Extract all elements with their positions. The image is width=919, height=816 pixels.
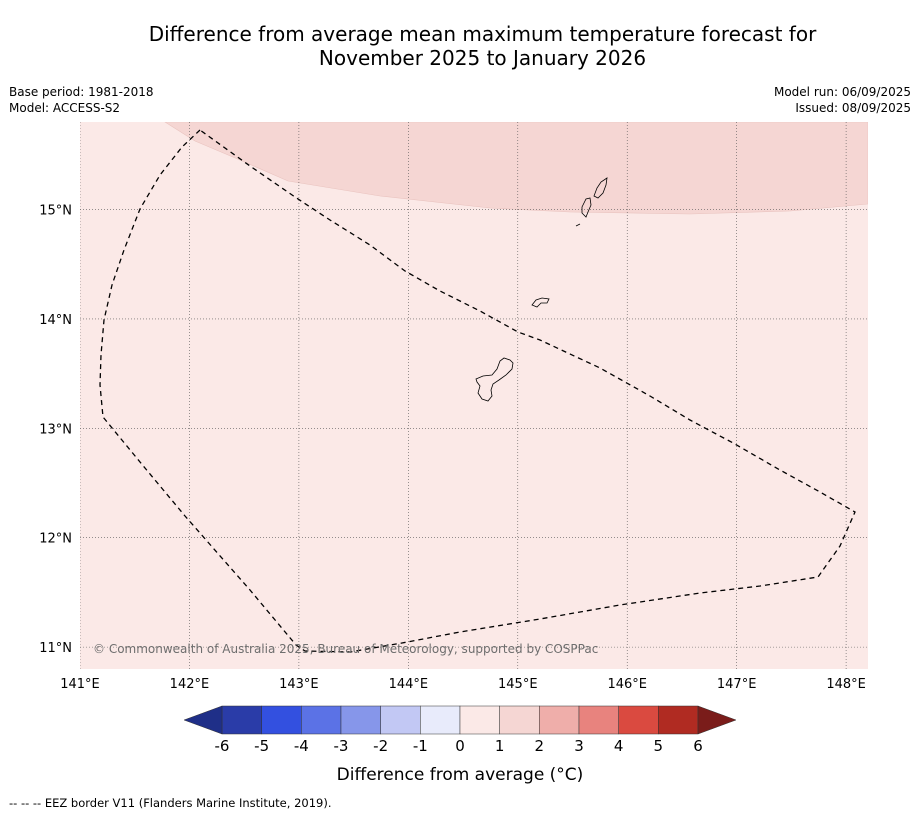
colorbar-segment — [380, 705, 421, 735]
colorbar-tick-label: 5 — [654, 737, 664, 755]
lon-tick-label: 145°E — [498, 677, 538, 692]
longitude-labels: 141°E 142°E 143°E 144°E 145°E 146°E 147°E 148°E — [60, 677, 866, 692]
colorbar-tick-label: -6 — [215, 737, 230, 755]
colorbar — [183, 705, 737, 735]
lon-tick-label: 141°E — [60, 677, 100, 692]
colorbar-segment — [499, 705, 540, 735]
base-period: Base period: 1981-2018 — [9, 85, 154, 99]
eez-border — [99, 129, 856, 653]
colorbar-tick-label: 6 — [693, 737, 703, 755]
meta-right: Model run: 06/09/2025 Issued: 08/09/2025 — [774, 84, 911, 116]
lat-tick-label: 13°N — [39, 422, 72, 437]
copyright-text: © Commonwealth of Australia 2025, Bureau… — [93, 642, 598, 656]
warm-anomaly-region — [164, 122, 868, 215]
lon-tick-label: 147°E — [717, 677, 757, 692]
colorbar-segment — [618, 705, 659, 735]
colorbar-segment — [658, 705, 699, 735]
colorbar-under-arrow — [183, 705, 223, 735]
colorbar-segment — [420, 705, 461, 735]
title-line-1: Difference from average mean maximum tem… — [148, 22, 817, 46]
lon-tick-label: 144°E — [389, 677, 429, 692]
issued-date: Issued: 08/09/2025 — [795, 101, 911, 115]
colorbar-tick-label: -4 — [294, 737, 309, 755]
lon-tick-label: 143°E — [279, 677, 319, 692]
model-name: Model: ACCESS-S2 — [9, 101, 121, 115]
tinian-island — [581, 197, 592, 218]
colorbar-tick-label: -1 — [413, 737, 428, 755]
colorbar-segment — [459, 705, 500, 735]
lon-tick-label: 142°E — [170, 677, 210, 692]
colorbar-segment — [221, 705, 262, 735]
colorbar-tick-label: -3 — [334, 737, 349, 755]
colorbar-segment — [301, 705, 342, 735]
latitude-labels: 15°N 14°N 13°N 12°N 11°N — [39, 204, 72, 657]
colorbar-tick-label: 3 — [574, 737, 584, 755]
lat-tick-label: 12°N — [39, 532, 72, 547]
islands — [475, 177, 608, 402]
colorbar-tick-label: 0 — [455, 737, 465, 755]
rota-island — [531, 297, 550, 308]
colorbar-segment — [539, 705, 580, 735]
map-figure: 141°E 142°E 143°E 144°E 145°E 146°E 147°E 148°E… — [39, 122, 868, 785]
lon-tick-label: 146°E — [607, 677, 647, 692]
lat-tick-label: 15°N — [39, 204, 72, 219]
colorbar-segment — [261, 705, 302, 735]
colorbar-over-arrow — [697, 705, 737, 735]
colorbar-tick-label: 1 — [495, 737, 505, 755]
colorbar-tick-label: -5 — [254, 737, 269, 755]
lat-tick-label: 11°N — [39, 641, 72, 656]
saipan-island — [593, 177, 608, 199]
footnote: -- -- -- EEZ border V11 (Flanders Marine… — [9, 796, 332, 810]
lat-tick-label: 14°N — [39, 313, 72, 328]
meta-left: Base period: 1981-2018 Model: ACCESS-S2 — [9, 84, 154, 116]
colorbar-segment — [578, 705, 619, 735]
title-line-2: November 2025 to January 2026 — [318, 46, 647, 70]
colorbar-segment — [340, 705, 381, 735]
aguijan-island — [575, 223, 581, 227]
colorbar-title: Difference from average (°C) — [337, 765, 584, 785]
colorbar-tick-label: 4 — [614, 737, 624, 755]
colorbar-tick-label: -2 — [373, 737, 388, 755]
map-gridlines — [80, 122, 868, 669]
colorbar-tick-labels: -6 -5 -4 -3 -2 -1 0 1 2 3 4 5 6 — [215, 737, 703, 755]
colorbar-tick-label: 2 — [535, 737, 545, 755]
map-title: Difference from average mean maximum tem… — [0, 22, 919, 70]
guam-island — [475, 357, 514, 402]
model-run: Model run: 06/09/2025 — [773, 85, 911, 99]
lon-tick-label: 148°E — [826, 677, 866, 692]
